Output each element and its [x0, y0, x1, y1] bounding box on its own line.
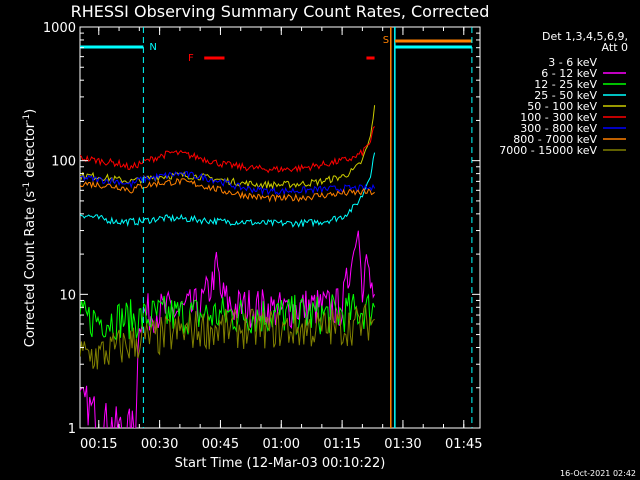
x-axis: 00:15 00:30 00:45 01:00 01:15 01:30 01:45: [80, 27, 483, 452]
series-line-4: [80, 105, 376, 190]
y-tick-label-1: 10: [59, 288, 76, 303]
series-line-6: [80, 170, 376, 196]
y-axis-label-sup1: -1: [22, 182, 32, 191]
y-axis-label-main: Corrected Count Rate (s: [23, 191, 38, 348]
legend-label-1: 6 - 12 keV: [541, 67, 597, 80]
y-axis-label-end: ): [23, 109, 38, 114]
legend-label-3: 25 - 50 keV: [534, 89, 597, 102]
x-tick-label-4: 01:15: [323, 437, 360, 452]
plot-frame: [79, 26, 481, 429]
y-tick-label-3: 1000: [43, 21, 76, 36]
series-line-7: [80, 178, 375, 203]
legend-label-0: 3 - 6 keV: [548, 56, 597, 69]
chart-title: RHESSI Observing Summary Count Rates, Co…: [71, 2, 490, 21]
x-axis-label: Start Time (12-Mar-03 00:10:22): [175, 456, 386, 471]
chart-marks: [80, 27, 473, 428]
legend-label-6: 300 - 800 keV: [520, 122, 597, 135]
y-axis: 1 10 100 1000: [43, 21, 480, 437]
x-tick-label-5: 01:30: [384, 437, 421, 452]
legend-label-2: 12 - 25 keV: [534, 78, 597, 91]
x-tick-label-0: 00:15: [80, 437, 117, 452]
legend-label-8: 7000 - 15000 keV: [499, 144, 597, 157]
y-tick-label-0: 1: [68, 422, 76, 437]
annotation-n: N: [149, 42, 156, 53]
y-axis-label-mid: detector: [23, 122, 38, 182]
series-line-8: [80, 304, 375, 370]
y-axis-label-sup2: -1: [22, 114, 32, 123]
x-tick-label-3: 01:00: [263, 437, 300, 452]
legend-label-7: 800 - 7000 keV: [513, 133, 597, 146]
legend-label-5: 100 - 300 keV: [520, 111, 597, 124]
x-tick-label-1: 00:30: [141, 437, 178, 452]
legend-label-4: 50 - 100 keV: [527, 100, 597, 113]
legend-header-detectors: Det 1,3,4,5,6,9,: [542, 30, 628, 43]
x-tick-label-2: 00:45: [202, 437, 239, 452]
annotation-f: F: [188, 53, 194, 64]
legend-header-attenuator: Att 0: [602, 41, 628, 54]
x-tick-label-6: 01:45: [445, 437, 482, 452]
series-line-3: [80, 152, 376, 228]
series-line-5: [80, 126, 375, 174]
y-axis-label: Corrected Count Rate (s-1 detector-1): [22, 109, 38, 347]
y-tick-label-2: 100: [51, 155, 76, 170]
annotation-s: S: [383, 35, 389, 46]
timestamp: 16-Oct-2021 02:42: [560, 469, 636, 478]
